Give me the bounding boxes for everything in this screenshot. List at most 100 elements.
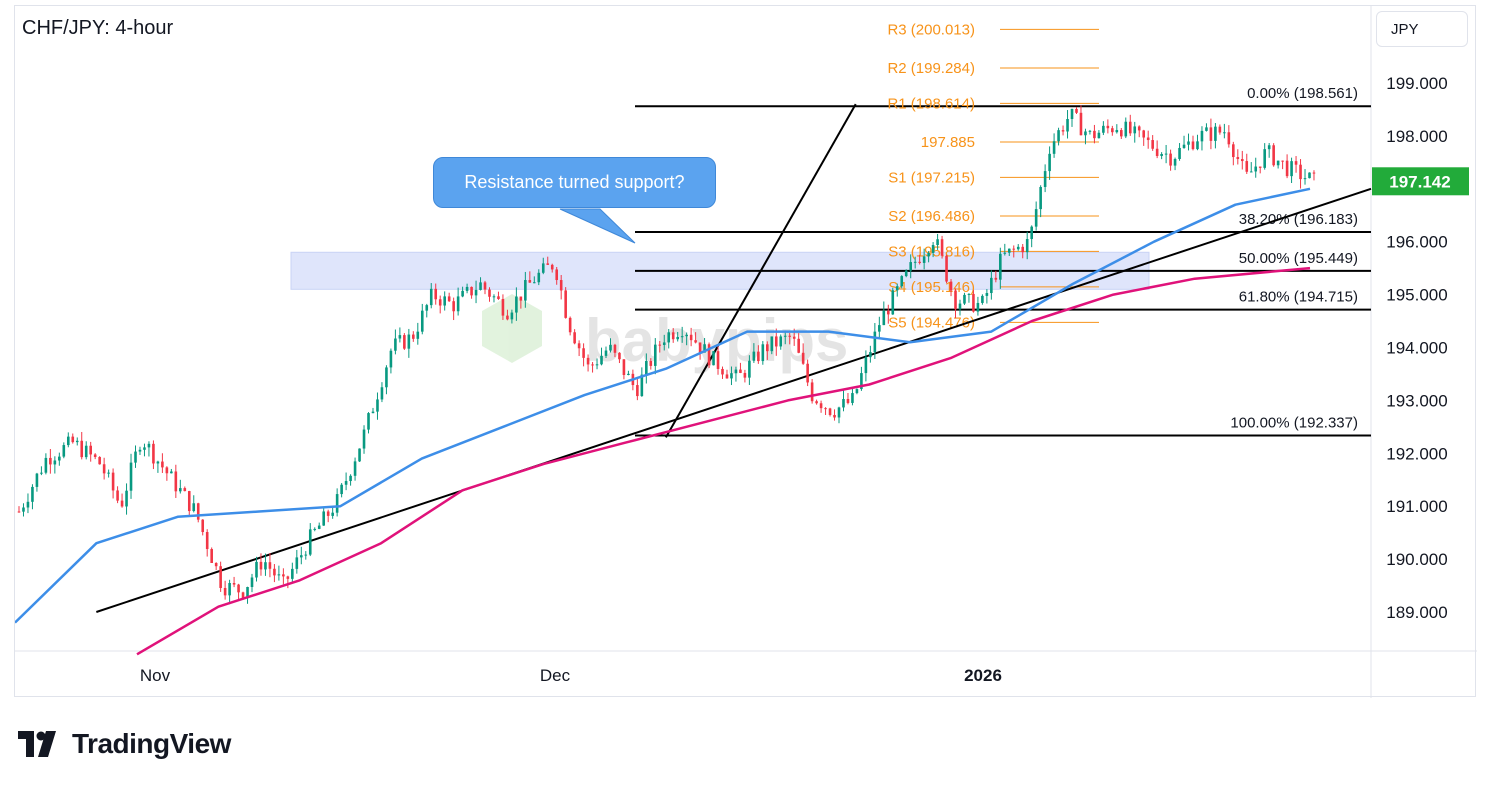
candle-body	[125, 490, 128, 507]
candle-body	[519, 296, 523, 301]
candle-body	[904, 270, 908, 277]
candle-body	[277, 574, 281, 576]
candle-body	[689, 334, 693, 341]
candle-body	[232, 583, 236, 585]
candle-body	[71, 436, 75, 443]
candle-body	[492, 296, 496, 298]
tradingview-logo[interactable]: TradingView	[18, 728, 231, 760]
price-tick-label: 191.000	[1386, 497, 1447, 516]
candle-body	[515, 296, 518, 313]
candle-body	[864, 357, 868, 374]
candle-body	[1075, 108, 1078, 113]
candle-body	[568, 317, 572, 333]
candle-body	[1272, 145, 1275, 166]
candle-body	[1128, 121, 1132, 134]
pivot-label: R3 (200.013)	[887, 21, 975, 38]
candle-body	[228, 583, 231, 596]
candle-body	[506, 315, 509, 320]
price-tick-label: 196.000	[1386, 233, 1447, 252]
candle-body	[1245, 161, 1249, 172]
annotation-callout: Resistance turned support?	[433, 157, 716, 208]
candle-body	[510, 312, 514, 320]
candle-body	[412, 334, 415, 339]
candle-body	[1102, 125, 1105, 133]
fib-label: 50.00% (195.449)	[1239, 250, 1358, 267]
candle-body	[161, 461, 164, 468]
candle-body	[1178, 147, 1181, 159]
candle-body	[49, 457, 52, 465]
candle-body	[595, 364, 599, 366]
candle-body	[1120, 130, 1123, 137]
candle-body	[147, 443, 151, 448]
candle-body	[1093, 130, 1096, 139]
time-tick-label: 2026	[964, 666, 1002, 685]
candle-body	[1164, 153, 1168, 155]
trendline	[96, 187, 1372, 613]
candle-body	[313, 528, 317, 530]
candle-body	[335, 494, 339, 513]
price-tick-label: 193.000	[1386, 391, 1447, 410]
candle-body	[1285, 160, 1289, 177]
candle-body	[694, 340, 697, 343]
candle-body	[196, 503, 200, 520]
candle-body	[931, 245, 935, 253]
candle-body	[264, 562, 267, 570]
candle-body	[645, 361, 648, 375]
candle-body	[107, 472, 110, 474]
price-tick-label: 198.000	[1386, 127, 1447, 146]
candle-body	[797, 338, 800, 353]
candle-body	[999, 253, 1002, 280]
candle-body	[815, 401, 818, 404]
tradingview-mark-icon	[18, 731, 56, 757]
candle-body	[972, 293, 975, 312]
candle-body	[833, 414, 836, 418]
candle-body	[1142, 130, 1146, 138]
candle-body	[1249, 171, 1253, 173]
currency-button[interactable]: JPY	[1376, 11, 1468, 47]
candle-body	[1016, 246, 1020, 250]
candle-body	[846, 399, 850, 403]
candle-body	[945, 255, 948, 282]
candle-body	[31, 486, 34, 502]
candle-body	[658, 344, 662, 346]
candle-body	[851, 393, 854, 403]
candle-body	[210, 549, 213, 563]
candle-body	[828, 408, 832, 415]
candle-body	[349, 475, 352, 482]
time-tick-label: Dec	[540, 666, 571, 685]
candle-body	[1155, 148, 1159, 156]
candle-body	[963, 294, 966, 304]
candle-body	[371, 411, 375, 414]
candle-body	[640, 374, 644, 397]
candle-body	[922, 256, 926, 263]
callout-text: Resistance turned support?	[464, 172, 685, 192]
candle-body	[58, 456, 61, 461]
candle-body	[564, 290, 567, 318]
candle-body	[698, 342, 702, 353]
candle-body	[389, 350, 393, 368]
candle-body	[434, 288, 438, 300]
candle-body	[1209, 127, 1213, 141]
candle-body	[143, 447, 146, 450]
candle-body	[1133, 126, 1137, 134]
candle-body	[1223, 132, 1226, 134]
candle-body	[582, 348, 585, 358]
candle-body	[1146, 137, 1150, 141]
candle-body	[725, 374, 729, 379]
candle-body	[703, 344, 706, 353]
candle-body	[1173, 158, 1177, 166]
candle-body	[299, 555, 303, 558]
candle-body	[604, 350, 608, 356]
candle-body	[358, 448, 361, 462]
candle-body	[255, 561, 258, 578]
candle-body	[878, 325, 881, 332]
candle-body	[214, 562, 218, 567]
price-tick-label: 194.000	[1386, 339, 1447, 358]
candle-body	[223, 587, 227, 596]
price-tick-label: 189.000	[1386, 603, 1447, 622]
candle-body	[456, 296, 460, 312]
candle-body	[609, 344, 612, 351]
candle-body	[662, 342, 666, 346]
candle-body	[1030, 226, 1033, 240]
